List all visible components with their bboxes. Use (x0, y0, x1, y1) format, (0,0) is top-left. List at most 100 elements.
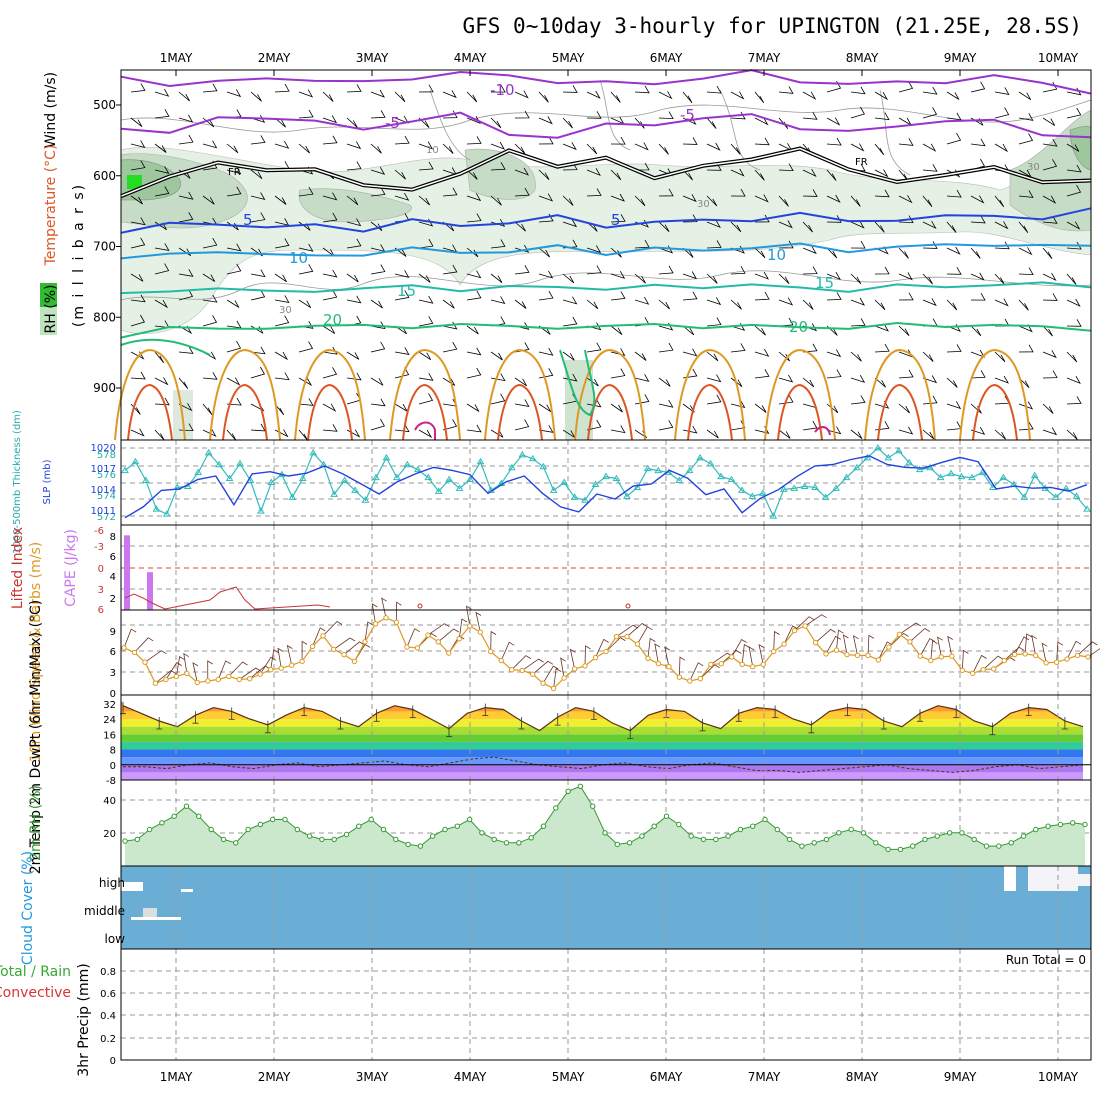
cape-grid (121, 525, 1091, 610)
wind-barb-16 (286, 644, 293, 666)
wind-10m-y-ticks: 9 6 3 0 (110, 627, 116, 700)
label-minus10: -10 (490, 81, 515, 99)
upper-barb-162 (394, 290, 410, 301)
upper-barb-251 (538, 425, 554, 433)
upper-barb-248 (538, 347, 554, 356)
upper-barb-39 (178, 377, 189, 390)
upper-barb-528 (1018, 344, 1034, 353)
wind-point-13 (257, 671, 263, 677)
upper-barb-357 (730, 266, 746, 275)
temp-whisker-12 (337, 717, 344, 730)
upper-barb-169 (418, 117, 430, 128)
upper-barb-6 (130, 237, 146, 249)
isotherm-4 (120, 242, 1092, 260)
wind-barb-33 (465, 605, 472, 627)
rh-point-33 (528, 835, 534, 841)
rh-point-60 (860, 830, 867, 836)
wind-tick-2: 3 (110, 668, 116, 679)
wind-point-7 (194, 679, 201, 686)
thickness-point-59 (738, 486, 746, 493)
wind-point-82 (980, 667, 986, 673)
upper-barb-463 (922, 107, 938, 119)
rh-point-45 (676, 821, 682, 828)
wind-point-83 (991, 666, 997, 672)
cloud-gap-middle-2 (131, 917, 181, 920)
upper-barb-327 (682, 214, 698, 223)
wind-barb-37 (511, 655, 532, 670)
upper-barb-545 (1042, 427, 1058, 436)
wind-point-90 (1064, 656, 1070, 662)
temp-whisker-46 (953, 705, 960, 718)
upper-barb-409 (826, 169, 837, 181)
upper-barb-126 (346, 84, 362, 93)
upper-barb-371 (754, 271, 769, 280)
upper-barb-140 (370, 89, 386, 98)
upper-barb-260 (562, 296, 578, 305)
upper-barb-441 (874, 266, 890, 275)
temp-band-2 (121, 757, 1083, 765)
thickness-point-60 (748, 492, 757, 499)
rh-point-58 (836, 830, 842, 836)
warm-loop-inner-0 (127, 383, 173, 441)
thickness-point-92 (1083, 505, 1091, 512)
thickness-grid (121, 440, 1091, 525)
thickness-point-16 (288, 493, 297, 500)
upper-barb-262 (562, 351, 575, 361)
upper-barb-144 (370, 187, 386, 197)
rh-point-57 (823, 836, 830, 843)
upper-barb-272 (586, 245, 602, 254)
upper-barb-108 (298, 341, 314, 353)
upper-barb-49 (202, 273, 216, 282)
rh-point-62 (885, 846, 891, 853)
precip-axis-label: 3hr Precip (mm) (76, 963, 92, 1076)
upper-barb-69 (226, 429, 237, 441)
upper-barb-179 (418, 373, 434, 381)
thickness-tick-0: 578 (97, 450, 116, 461)
upper-barb-326 (682, 194, 697, 203)
rh-point-1 (134, 836, 141, 843)
upper-barb-416 (826, 349, 842, 358)
upper-barb-422 (850, 143, 865, 152)
upper-barb-174 (418, 238, 434, 249)
upper-barb-368 (754, 194, 769, 203)
wind-barb-84 (1003, 646, 1025, 661)
thickness-point-66 (811, 483, 820, 490)
wind-point-56 (708, 661, 714, 668)
top-x-tick-5: 6MAY (650, 51, 683, 65)
upper-barb-550 (1066, 184, 1082, 197)
wind-barb-41 (553, 667, 562, 689)
precip-panel: 0.8 0.6 0.4 0.2 0 Run Total = 0 Total / Rain… (0, 949, 1091, 1077)
upper-barb-51 (202, 315, 218, 327)
upper-barb-434 (874, 91, 889, 101)
upper-barb-142 (370, 143, 382, 154)
upper-barb-267 (586, 111, 602, 119)
upper-barb-36 (178, 289, 194, 301)
thickness-point-42 (560, 478, 569, 485)
dewpoint-line (123, 756, 1084, 773)
upper-barb-517 (994, 429, 1006, 440)
wind-point-21 (341, 651, 347, 658)
li-point-0 (417, 603, 423, 609)
thickness-point-81 (968, 473, 976, 481)
upper-barb-263 (562, 373, 578, 382)
wind-point-61 (760, 661, 766, 668)
wind-barb-57 (721, 650, 742, 665)
wind-barb-43 (569, 648, 576, 669)
precip-grid (121, 949, 1091, 1060)
upper-barb-273 (586, 265, 602, 275)
isotherm-0 (120, 69, 1092, 95)
upper-barb-312 (658, 188, 674, 197)
upper-barb-300 (634, 239, 650, 249)
upper-barb-40 (178, 403, 193, 412)
temp-whisker-50 (1025, 703, 1032, 716)
upper-barb-175 (418, 273, 431, 283)
upper-barb-145 (370, 221, 383, 232)
upper-barb-111 (298, 429, 309, 442)
upper-barb-18 (154, 186, 170, 197)
bottom-x-tick-1: 2MAY (258, 1070, 291, 1084)
upper-barb-95 (274, 372, 290, 381)
wind-point-78 (938, 654, 944, 660)
temp-line (122, 705, 1084, 732)
thickness-point-1 (131, 457, 140, 465)
wind-barb-68 (836, 629, 844, 651)
